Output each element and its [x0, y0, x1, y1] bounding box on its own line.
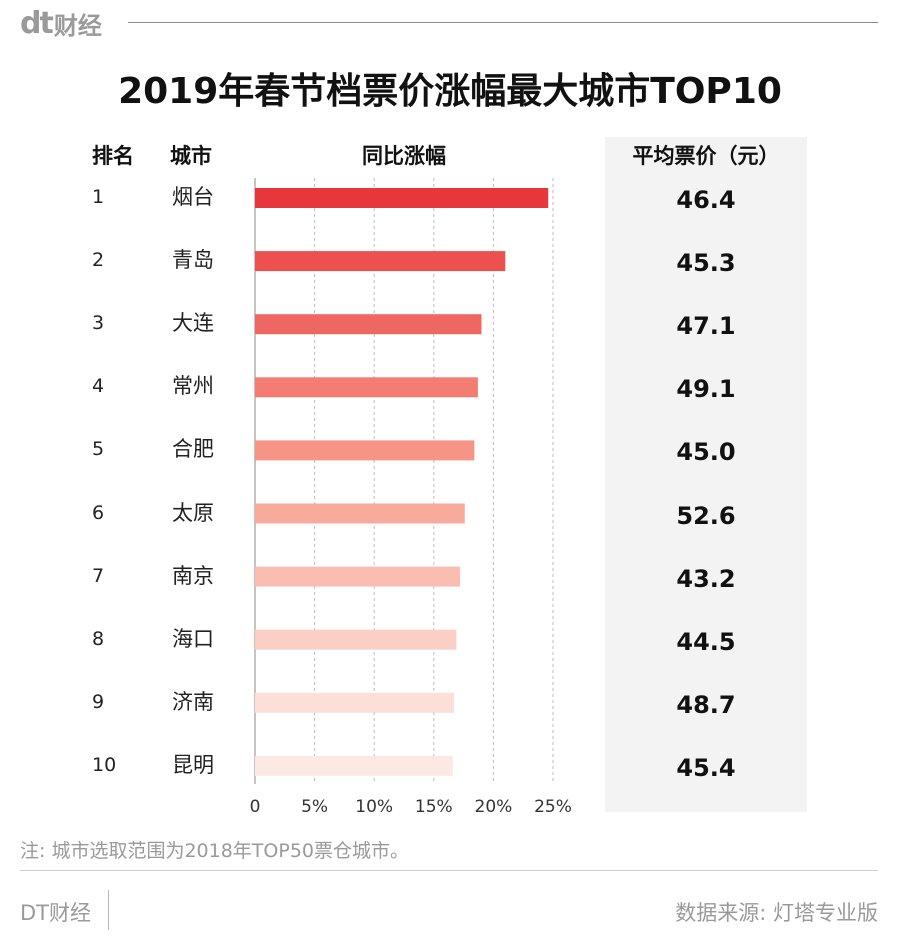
- rank-cell: 7: [92, 564, 105, 587]
- bar: [255, 377, 478, 398]
- rank-header: 排名: [92, 144, 134, 168]
- rank-cell: 5: [92, 438, 105, 461]
- price-cell: 45.0: [676, 438, 736, 467]
- city-cell: 昆明: [172, 752, 214, 777]
- bar: [255, 503, 465, 524]
- price-cell: 49.1: [676, 375, 736, 404]
- city-cell: 太原: [172, 500, 214, 525]
- rank-cell: 8: [92, 627, 105, 650]
- bar: [255, 692, 455, 713]
- footnote: 注: 城市选取范围为2018年TOP50票仓城市。: [20, 840, 409, 862]
- bottom-divider: [20, 870, 878, 871]
- city-cell: 青岛: [172, 248, 214, 273]
- growth-header: 同比涨幅: [362, 144, 446, 168]
- rank-cell: 10: [92, 753, 117, 776]
- bar: [255, 440, 475, 461]
- chart-title: 2019年春节档票价涨幅最大城市TOP10: [118, 71, 782, 112]
- logo-mark: dt: [20, 5, 54, 41]
- bar: [255, 314, 482, 335]
- rank-cell: 2: [92, 249, 105, 272]
- city-cell: 烟台: [172, 185, 214, 209]
- x-tick-label: 25%: [534, 797, 572, 817]
- price-header: 平均票价（元）: [632, 144, 780, 168]
- bar: [255, 566, 461, 587]
- price-cell: 48.7: [676, 690, 736, 719]
- city-cell: 大连: [172, 311, 214, 336]
- city-cell: 南京: [172, 563, 214, 588]
- price-cell: 52.6: [676, 501, 736, 530]
- footer-separator: [108, 890, 109, 930]
- price-cell: 43.2: [676, 564, 736, 593]
- bar: [255, 755, 453, 776]
- bar: [255, 629, 457, 650]
- bar: [255, 251, 506, 272]
- bar: [255, 188, 549, 208]
- footer-brand: DT财经: [20, 901, 91, 925]
- city-cell: 合肥: [172, 437, 214, 462]
- rank-cell: 1: [92, 186, 105, 208]
- price-cell: 44.5: [676, 627, 736, 656]
- city-cell: 济南: [172, 689, 214, 714]
- price-column-background: [605, 137, 807, 812]
- logo-text: 财经: [53, 11, 102, 40]
- x-tick-label: 15%: [415, 797, 453, 817]
- dt-logo: dt 财经: [20, 5, 102, 41]
- price-cell: 47.1: [676, 312, 736, 341]
- city-cell: 常州: [172, 374, 214, 399]
- city-header: 城市: [170, 144, 212, 168]
- price-cell: 45.3: [676, 249, 736, 278]
- x-tick-label: 5%: [301, 797, 328, 817]
- city-cell: 海口: [172, 626, 214, 651]
- data-source: 数据来源: 灯塔专业版: [675, 901, 878, 925]
- x-tick-label: 0: [250, 797, 261, 817]
- top-divider: [128, 22, 878, 23]
- rank-cell: 4: [92, 375, 105, 398]
- x-tick-label: 20%: [475, 797, 513, 817]
- rank-cell: 9: [92, 690, 105, 713]
- price-cell: 46.4: [676, 186, 736, 214]
- rank-cell: 6: [92, 501, 105, 524]
- price-cell: 45.4: [676, 753, 736, 782]
- x-tick-label: 10%: [355, 797, 393, 817]
- rank-cell: 3: [92, 312, 105, 335]
